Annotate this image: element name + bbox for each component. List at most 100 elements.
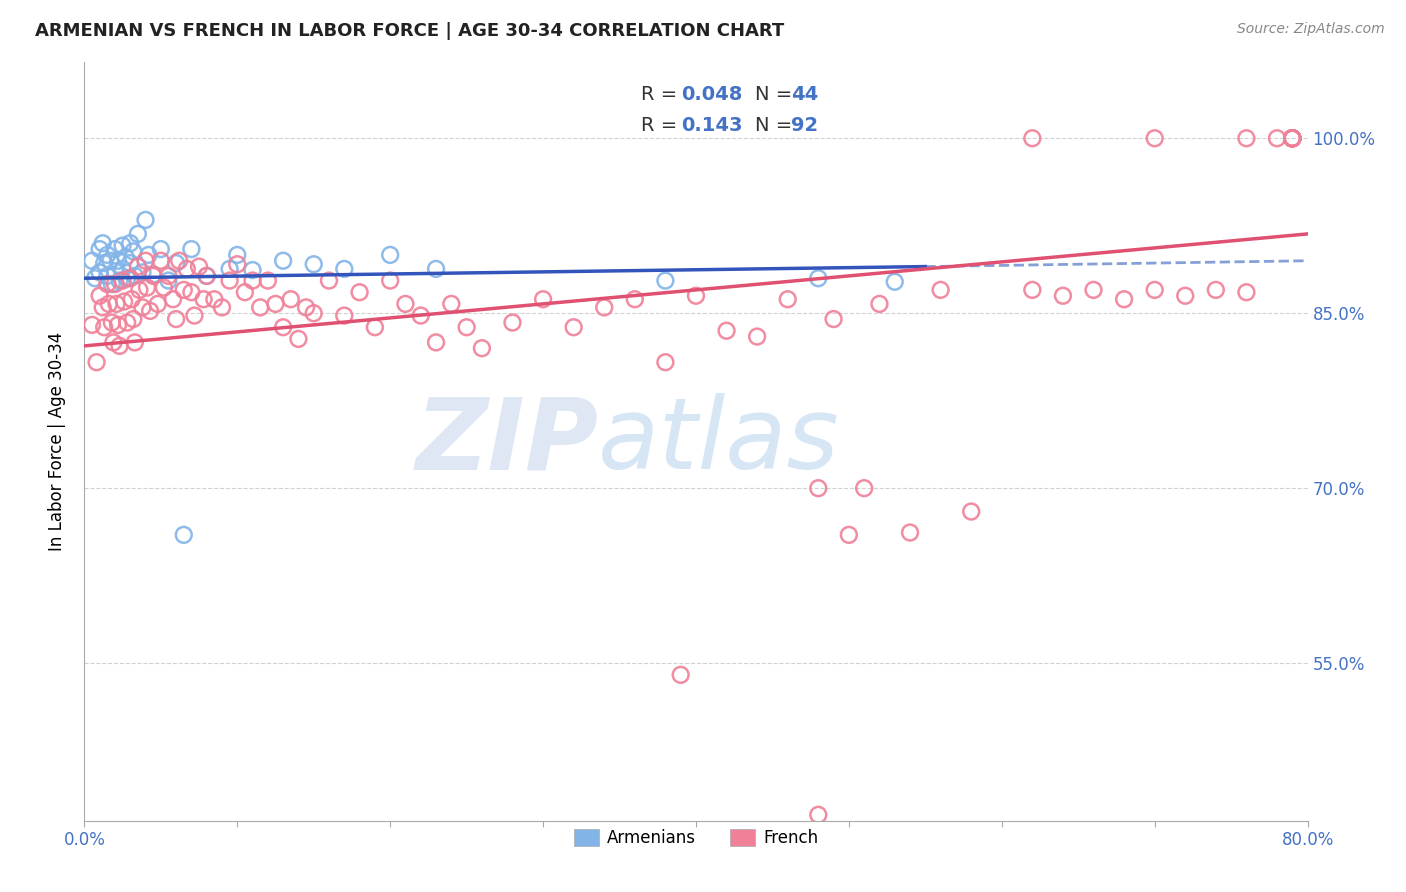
Point bbox=[264, 297, 287, 311]
Point bbox=[146, 297, 169, 311]
Point bbox=[271, 253, 294, 268]
Point bbox=[80, 253, 103, 268]
Point bbox=[654, 274, 676, 288]
Point bbox=[669, 668, 692, 682]
Point bbox=[425, 261, 447, 276]
Point bbox=[139, 304, 162, 318]
Point bbox=[1052, 289, 1074, 303]
Point bbox=[1236, 285, 1258, 300]
Point bbox=[96, 268, 118, 283]
Point bbox=[111, 238, 134, 252]
Point bbox=[302, 306, 325, 320]
Point bbox=[86, 355, 108, 369]
Point bbox=[162, 292, 184, 306]
Point bbox=[471, 341, 494, 355]
Point bbox=[165, 256, 187, 270]
Point bbox=[685, 289, 707, 303]
Point bbox=[456, 320, 478, 334]
Point bbox=[1281, 131, 1303, 145]
Point bbox=[380, 274, 402, 288]
Point bbox=[104, 277, 127, 291]
Point bbox=[96, 277, 118, 291]
Point bbox=[211, 301, 233, 315]
Point bbox=[1174, 289, 1197, 303]
Point bbox=[394, 297, 416, 311]
Point bbox=[242, 274, 264, 288]
Point bbox=[135, 253, 157, 268]
Point bbox=[112, 294, 135, 309]
Point bbox=[89, 265, 111, 279]
Text: 44: 44 bbox=[792, 85, 818, 104]
Point bbox=[1143, 283, 1166, 297]
Point bbox=[180, 242, 202, 256]
Legend: Armenians, French: Armenians, French bbox=[567, 822, 825, 854]
Point bbox=[302, 257, 325, 271]
Point bbox=[1281, 131, 1303, 145]
Point bbox=[593, 301, 616, 315]
Point bbox=[114, 250, 136, 264]
Point bbox=[131, 265, 153, 279]
Point bbox=[1281, 131, 1303, 145]
Point bbox=[157, 274, 180, 288]
Point bbox=[226, 248, 249, 262]
Point bbox=[127, 227, 149, 241]
Y-axis label: In Labor Force | Age 30-34: In Labor Force | Age 30-34 bbox=[48, 332, 66, 551]
Point bbox=[122, 244, 145, 259]
Point bbox=[111, 274, 134, 288]
Point bbox=[135, 213, 157, 227]
Point bbox=[838, 528, 860, 542]
Point bbox=[1205, 283, 1227, 297]
Point bbox=[127, 260, 149, 274]
Point bbox=[776, 292, 799, 306]
Point bbox=[531, 292, 554, 306]
Point bbox=[1236, 131, 1258, 145]
Point bbox=[929, 283, 952, 297]
Point bbox=[295, 301, 318, 315]
Point bbox=[108, 339, 131, 353]
Point bbox=[149, 253, 172, 268]
Point bbox=[280, 292, 302, 306]
Text: N =: N = bbox=[755, 85, 799, 104]
Point bbox=[883, 275, 905, 289]
Point bbox=[173, 283, 195, 297]
Point bbox=[183, 309, 205, 323]
Point bbox=[1281, 131, 1303, 145]
Point bbox=[96, 248, 118, 262]
Point bbox=[409, 309, 432, 323]
Point bbox=[287, 332, 309, 346]
Point bbox=[142, 268, 165, 283]
Point bbox=[425, 335, 447, 350]
Text: Source: ZipAtlas.com: Source: ZipAtlas.com bbox=[1237, 22, 1385, 37]
Point bbox=[249, 301, 271, 315]
Point bbox=[807, 807, 830, 822]
Text: R =: R = bbox=[641, 85, 683, 104]
Point bbox=[89, 242, 111, 256]
Text: ZIP: ZIP bbox=[415, 393, 598, 490]
Point bbox=[333, 309, 356, 323]
Point bbox=[157, 268, 180, 283]
Point bbox=[349, 285, 371, 300]
Text: 0.048: 0.048 bbox=[682, 85, 742, 104]
Text: N =: N = bbox=[755, 115, 799, 135]
Point bbox=[93, 256, 115, 270]
Point bbox=[1281, 131, 1303, 145]
Point bbox=[218, 274, 240, 288]
Point bbox=[80, 318, 103, 332]
Point bbox=[257, 274, 280, 288]
Point bbox=[105, 297, 128, 311]
Point bbox=[1021, 131, 1043, 145]
Point bbox=[960, 504, 983, 518]
Point bbox=[138, 248, 160, 262]
Point bbox=[84, 271, 107, 285]
Point bbox=[120, 271, 142, 285]
Point bbox=[1021, 283, 1043, 297]
Point bbox=[1265, 131, 1288, 145]
Point bbox=[104, 242, 127, 256]
Point bbox=[1281, 131, 1303, 145]
Point bbox=[124, 335, 146, 350]
Point bbox=[823, 312, 845, 326]
Point bbox=[380, 248, 402, 262]
Point bbox=[898, 525, 921, 540]
Point bbox=[120, 236, 142, 251]
Point bbox=[91, 301, 114, 315]
